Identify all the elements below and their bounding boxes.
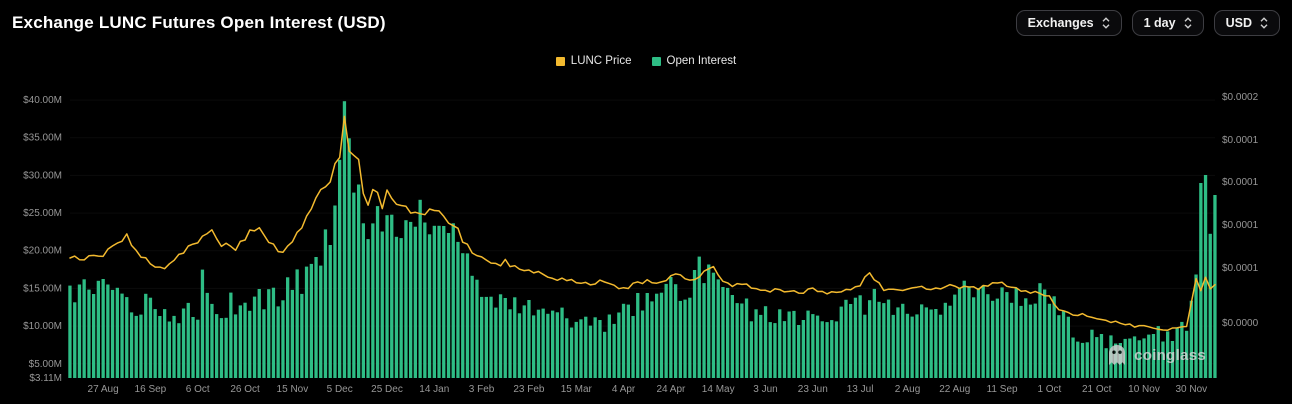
svg-text:$40.00M: $40.00M bbox=[23, 95, 62, 106]
svg-text:24 Apr: 24 Apr bbox=[656, 384, 686, 395]
legend-label-open-interest: Open Interest bbox=[666, 55, 737, 67]
svg-text:$0.0001: $0.0001 bbox=[1222, 220, 1259, 231]
y-axis-left: $40.00M $35.00M $30.00M $25.00M $20.00M $15.0… bbox=[23, 95, 62, 384]
lunc-price-swatch bbox=[555, 56, 565, 66]
svg-text:16 Sep: 16 Sep bbox=[135, 384, 167, 395]
svg-text:23 Jun: 23 Jun bbox=[798, 384, 828, 395]
legend-item-open-interest[interactable]: Open Interest bbox=[651, 55, 737, 67]
svg-text:$35.00M: $35.00M bbox=[23, 133, 62, 144]
svg-text:$30.00M: $30.00M bbox=[23, 170, 62, 181]
svg-text:3 Jun: 3 Jun bbox=[753, 384, 777, 395]
svg-text:14 Jan: 14 Jan bbox=[419, 384, 449, 395]
svg-text:$15.00M: $15.00M bbox=[23, 283, 62, 294]
svg-text:26 Oct: 26 Oct bbox=[230, 384, 260, 395]
updown-chevron-icon bbox=[1184, 17, 1192, 29]
svg-text:$3.11M: $3.11M bbox=[29, 373, 62, 384]
svg-text:4 Apr: 4 Apr bbox=[612, 384, 636, 395]
svg-text:$20.00M: $20.00M bbox=[23, 246, 62, 257]
futures-oi-chart[interactable]: $40.00M $35.00M $30.00M $25.00M $20.00M $15.0… bbox=[0, 78, 1292, 404]
svg-text:25 Dec: 25 Dec bbox=[371, 384, 403, 395]
svg-text:21 Oct: 21 Oct bbox=[1082, 384, 1112, 395]
svg-text:$0.0000: $0.0000 bbox=[1222, 318, 1259, 329]
updown-chevron-icon bbox=[1260, 17, 1268, 29]
svg-text:11 Sep: 11 Sep bbox=[987, 384, 1018, 395]
interval-select-label: 1 day bbox=[1143, 16, 1176, 30]
svg-text:23 Feb: 23 Feb bbox=[513, 384, 545, 395]
svg-text:2 Aug: 2 Aug bbox=[895, 384, 921, 395]
svg-text:$0.0001: $0.0001 bbox=[1222, 177, 1259, 188]
legend-label-lunc-price: LUNC Price bbox=[570, 55, 632, 67]
y-axis-right: $0.0002 $0.0001 $0.0001 $0.0001 $0.0001 $0.00… bbox=[1222, 92, 1259, 329]
svg-text:$0.0002: $0.0002 bbox=[1222, 92, 1259, 103]
chart-controls: Exchanges 1 day USD bbox=[1015, 10, 1280, 36]
legend-item-lunc-price[interactable]: LUNC Price bbox=[555, 55, 632, 67]
page-title: Exchange LUNC Futures Open Interest (USD… bbox=[12, 13, 386, 32]
svg-text:27 Aug: 27 Aug bbox=[88, 384, 119, 395]
open-interest-bars bbox=[68, 101, 1217, 378]
svg-text:5 Dec: 5 Dec bbox=[327, 384, 353, 395]
lunc-price-line bbox=[69, 115, 1216, 331]
open-interest-swatch bbox=[651, 56, 661, 66]
svg-text:$5.00M: $5.00M bbox=[29, 359, 62, 370]
svg-text:10 Nov: 10 Nov bbox=[1128, 384, 1160, 395]
chart-area[interactable]: $40.00M $35.00M $30.00M $25.00M $20.00M $15.0… bbox=[0, 78, 1292, 404]
chart-legend: LUNC Price Open Interest bbox=[0, 55, 1292, 67]
interval-select[interactable]: 1 day bbox=[1131, 10, 1204, 36]
page-header: Exchange LUNC Futures Open Interest (USD… bbox=[0, 0, 1292, 46]
svg-text:14 May: 14 May bbox=[702, 384, 735, 395]
svg-text:$25.00M: $25.00M bbox=[23, 208, 62, 219]
svg-text:15 Mar: 15 Mar bbox=[561, 384, 593, 395]
currency-select[interactable]: USD bbox=[1213, 10, 1280, 36]
exchanges-select-label: Exchanges bbox=[1027, 16, 1094, 30]
svg-text:6 Oct: 6 Oct bbox=[186, 384, 210, 395]
svg-text:30 Nov: 30 Nov bbox=[1175, 384, 1207, 395]
exchanges-select[interactable]: Exchanges bbox=[1015, 10, 1122, 36]
x-axis-labels: 27 Aug 16 Sep 6 Oct 26 Oct 15 Nov 5 Dec 25 Dec… bbox=[88, 384, 1208, 395]
updown-chevron-icon bbox=[1102, 17, 1110, 29]
svg-text:15 Nov: 15 Nov bbox=[277, 384, 309, 395]
svg-text:22 Aug: 22 Aug bbox=[939, 384, 970, 395]
svg-text:1 Oct: 1 Oct bbox=[1037, 384, 1061, 395]
svg-text:13 Jul: 13 Jul bbox=[847, 384, 874, 395]
svg-text:$10.00M: $10.00M bbox=[23, 321, 62, 332]
svg-text:$0.0001: $0.0001 bbox=[1222, 135, 1259, 146]
svg-text:$0.0001: $0.0001 bbox=[1222, 263, 1259, 274]
svg-text:3 Feb: 3 Feb bbox=[469, 384, 495, 395]
currency-select-label: USD bbox=[1225, 16, 1252, 30]
